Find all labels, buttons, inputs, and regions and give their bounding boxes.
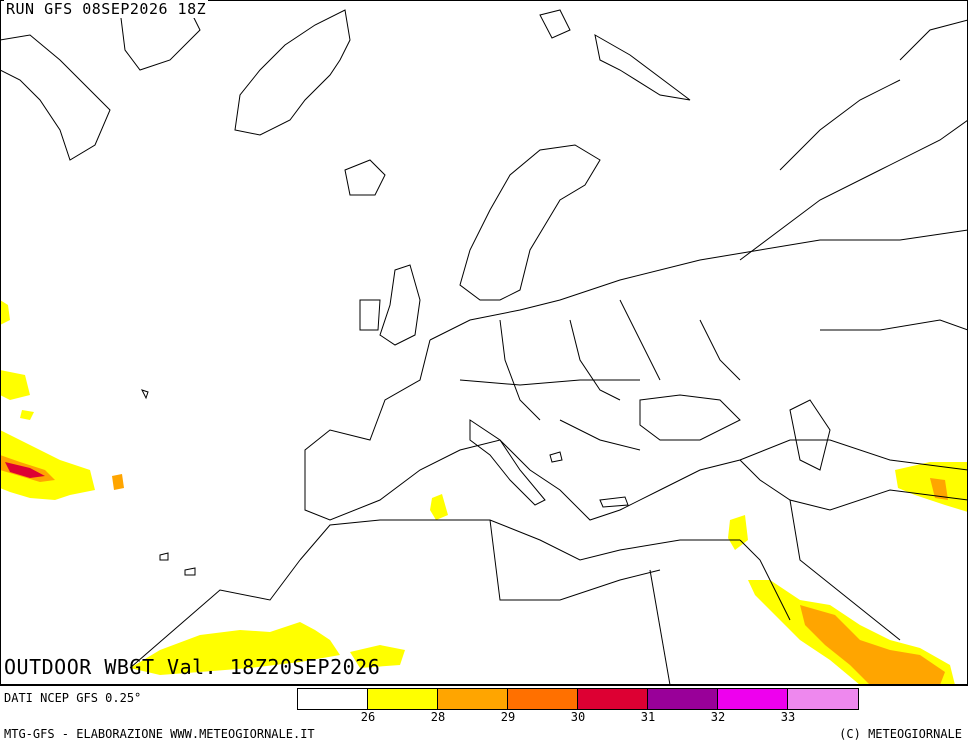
legend-tick-label: 26 xyxy=(360,710,376,724)
legend-swatch xyxy=(298,689,368,709)
legend-swatch xyxy=(368,689,438,709)
map-canvas xyxy=(0,4,968,685)
legend-tick-label: 30 xyxy=(570,710,586,724)
legend-tick-label: 29 xyxy=(500,710,516,724)
footer-panel: DATI NCEP GFS 0.25° 26 28 29 30 31 32 33 MTG-G… xyxy=(0,685,968,746)
coastlines xyxy=(0,4,968,685)
legend-swatch xyxy=(438,689,508,709)
legend-tick-label: 28 xyxy=(430,710,446,724)
data-source: DATI NCEP GFS 0.25° xyxy=(4,691,142,705)
legend-swatch xyxy=(578,689,648,709)
legend-tick-label: 32 xyxy=(710,710,726,724)
map-title: OUTDOOR WBGT Val. 18Z20SEP2026 xyxy=(4,655,381,679)
credits-left: MTG-GFS - ELABORAZIONE WWW.METEOGIORNALE… xyxy=(4,727,315,741)
legend-swatch xyxy=(788,689,858,709)
run-label: RUN GFS 08SEP2026 18Z xyxy=(4,0,209,18)
legend-colorbar xyxy=(297,688,859,710)
legend-tick-label: 31 xyxy=(640,710,656,724)
credits-right: (C) METEOGIORNALE xyxy=(839,727,962,741)
legend-swatch xyxy=(648,689,718,709)
wbgt-shading xyxy=(0,300,968,685)
legend-tick-label: 33 xyxy=(780,710,796,724)
legend-swatch xyxy=(508,689,578,709)
legend-swatch xyxy=(718,689,788,709)
